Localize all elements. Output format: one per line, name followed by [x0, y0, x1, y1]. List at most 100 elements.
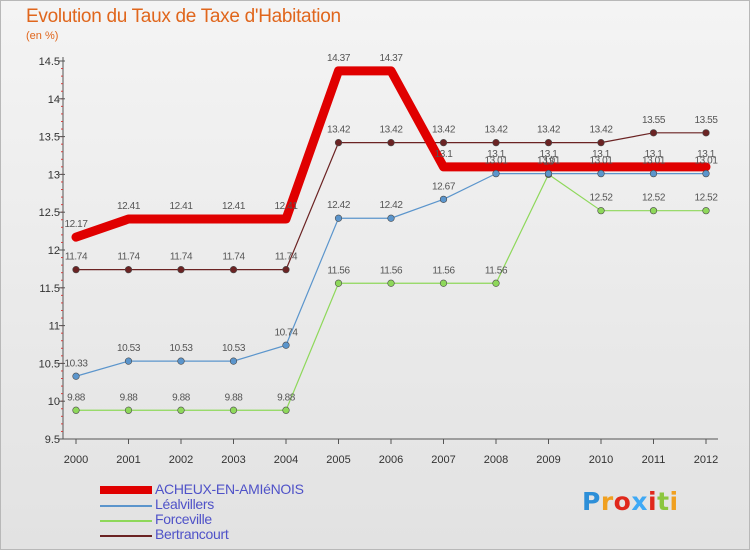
data-point — [387, 214, 395, 222]
data-label: 9.88 — [67, 392, 86, 403]
legend-label: Bertrancourt — [155, 526, 229, 542]
data-point — [649, 207, 658, 215]
data-label: 10.53 — [169, 343, 193, 354]
data-point — [73, 234, 79, 241]
logo-letter: x — [631, 487, 648, 516]
data-label: 9.88 — [225, 392, 244, 403]
data-point — [72, 372, 80, 380]
data-point — [492, 170, 500, 178]
data-point — [439, 279, 448, 287]
data-point — [387, 279, 395, 287]
data-label: 11.56 — [485, 265, 508, 276]
data-point — [544, 139, 553, 147]
data-point — [493, 163, 499, 170]
logo-letter: i — [648, 487, 658, 516]
series-points — [72, 67, 710, 414]
series-line-ACHEUX-EN-AMIéNOIS — [71, 66, 711, 242]
data-point — [439, 139, 448, 147]
legend-label: Léalvillers — [155, 496, 214, 512]
logo-letter: i — [669, 487, 679, 516]
x-tick-label: 2005 — [326, 454, 350, 466]
data-label: 12.52 — [642, 193, 666, 204]
x-tick-label: 2009 — [536, 454, 560, 466]
data-point — [125, 216, 132, 223]
data-label: 13.01 — [484, 156, 508, 167]
data-label: 10.53 — [117, 343, 141, 354]
legend-swatch — [100, 486, 152, 494]
legend-label: Forceville — [155, 511, 212, 527]
x-tick-label: 2003 — [221, 454, 245, 466]
x-tick-label: 2000 — [64, 454, 88, 466]
data-label: 9.88 — [277, 392, 296, 403]
y-tick-label: 10 — [48, 396, 60, 408]
x-tick-label: 2004 — [274, 454, 298, 466]
data-point — [124, 406, 133, 414]
data-point — [177, 406, 185, 414]
data-label: 12.52 — [694, 193, 718, 204]
data-point — [282, 406, 290, 414]
data-label: 12.41 — [222, 201, 246, 212]
data-label: 13.42 — [484, 125, 508, 136]
data-point — [282, 266, 290, 274]
data-point — [229, 406, 238, 414]
logo-letter: o — [613, 487, 632, 516]
data-label: 11.56 — [327, 265, 350, 276]
data-point — [177, 266, 185, 274]
x-tick-label: 2001 — [116, 454, 140, 466]
y-tick-label: 13 — [48, 169, 60, 181]
data-point — [178, 216, 184, 223]
data-label: 12.67 — [432, 181, 456, 192]
data-point — [597, 139, 605, 147]
data-point — [334, 279, 343, 287]
y-tick-label: 14 — [48, 94, 60, 106]
legend-swatch — [100, 505, 152, 507]
y-tick-label: 9.5 — [45, 434, 60, 446]
y-tick-label: 10.5 — [39, 358, 60, 370]
data-label: 12.52 — [589, 193, 613, 204]
data-label: 13.1 — [540, 149, 559, 160]
data-label: 13.42 — [589, 125, 613, 136]
logo-letter: r — [600, 487, 614, 516]
x-tick-label: 2011 — [642, 454, 666, 466]
data-label: 13.01 — [694, 156, 718, 167]
data-label: 13.1 — [697, 149, 716, 160]
data-point — [230, 216, 237, 223]
data-point — [597, 207, 605, 215]
legend-swatch — [100, 520, 152, 522]
data-point — [544, 170, 553, 178]
data-point — [335, 67, 342, 74]
chart-title: Evolution du Taux de Taxe d'Habitation — [26, 6, 341, 27]
data-label: 10.33 — [64, 358, 88, 369]
data-label: 13.42 — [327, 125, 351, 136]
data-point — [72, 266, 80, 274]
data-label: 13.01 — [537, 156, 561, 167]
data-point — [124, 266, 133, 274]
y-tick-label: 12.5 — [39, 207, 60, 219]
data-point — [492, 139, 500, 147]
y-tick-label: 13.5 — [39, 132, 60, 144]
legend-label: ACHEUX-EN-AMIéNOIS — [155, 481, 304, 497]
data-label: 12.42 — [327, 200, 351, 211]
data-point — [702, 170, 710, 178]
data-label: 13.42 — [537, 125, 561, 136]
data-point — [598, 163, 604, 170]
data-point — [334, 139, 343, 147]
x-tick-label: 2006 — [379, 454, 403, 466]
data-point — [388, 67, 394, 74]
data-label: 11.74 — [117, 252, 140, 263]
data-point — [440, 163, 447, 170]
data-label: 14.37 — [327, 53, 351, 64]
data-label: 10.74 — [274, 327, 298, 338]
y-tick-label: 12 — [48, 245, 60, 257]
data-label: 12.41 — [274, 201, 298, 212]
data-label: 13.42 — [432, 125, 456, 136]
y-tick-label: 14.5 — [39, 56, 60, 68]
x-tick-label: 2008 — [484, 454, 508, 466]
data-label: 12.41 — [169, 201, 193, 212]
data-point — [283, 216, 289, 223]
data-label: 13.1 — [487, 149, 506, 160]
data-label: 13 — [543, 156, 554, 167]
x-tick-label: 2002 — [169, 454, 193, 466]
data-point — [702, 129, 710, 137]
data-label: 11.56 — [380, 265, 403, 276]
